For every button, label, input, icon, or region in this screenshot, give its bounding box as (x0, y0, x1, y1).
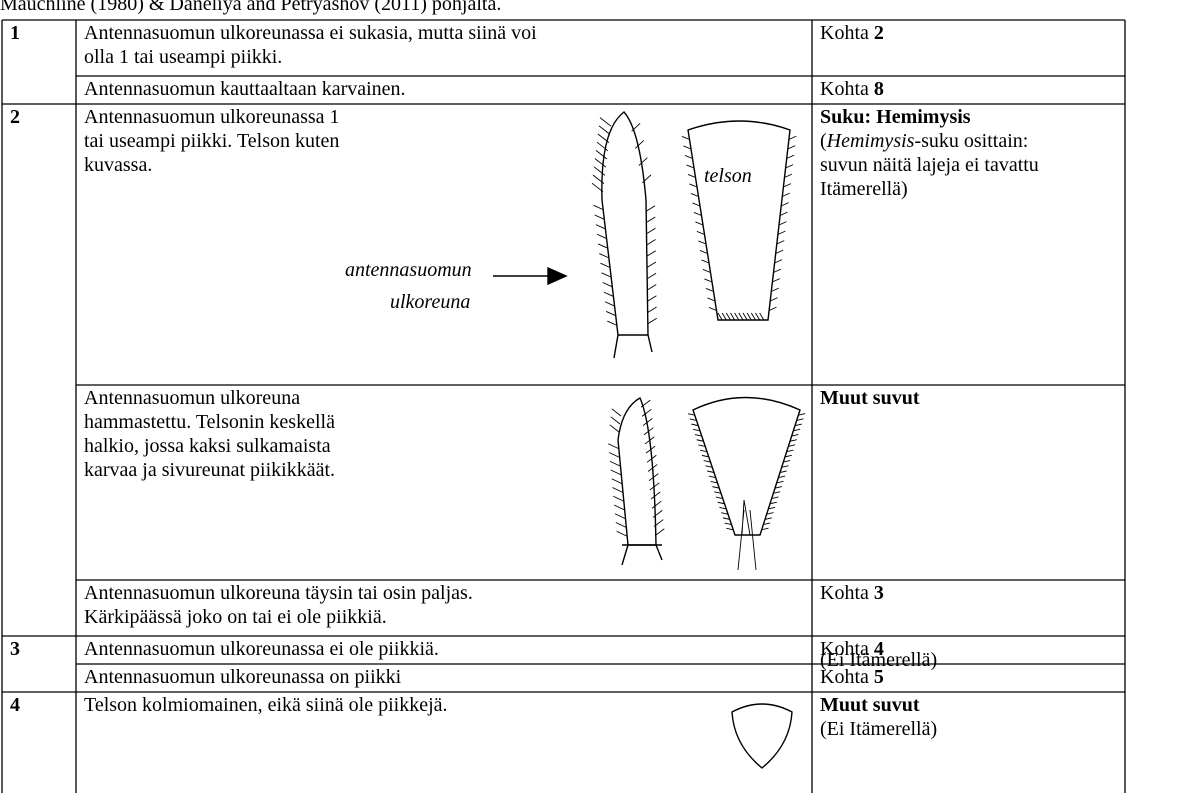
description-line: Antennasuomun ulkoreunassa on piikki (84, 666, 402, 688)
note-text: ( (820, 130, 827, 152)
antennal-scale-drawing (617, 397, 657, 546)
antennal-scale-drawing (613, 334, 653, 359)
telson-spines-drawing (687, 413, 806, 571)
antennal-scale-drawing (601, 111, 649, 336)
pointer-arrow-head (547, 266, 568, 286)
step-number: 2 (10, 106, 20, 128)
result: Kohta 2 (820, 21, 884, 45)
description-line: kuvassa. (84, 154, 153, 176)
telson-spines-drawing (681, 135, 797, 321)
description-line: Antennasuomun ulkoreunassa ei ole piikki… (84, 638, 439, 660)
description-line: olla 1 tai useampi piikki. (84, 46, 283, 68)
result-label: Kohta (820, 638, 869, 660)
result-note-line: (Ei Itämerellä) (820, 648, 937, 672)
step-number: 4 (10, 694, 20, 716)
telson-drawing (687, 120, 791, 321)
result-title: Muut suvut (820, 694, 920, 716)
setae-drawing (608, 399, 665, 537)
telson-drawing (731, 703, 793, 769)
description-line: Kärkipäässä joko on tai ei ole piikkiä. (84, 606, 387, 628)
result: Kohta 5 (820, 665, 884, 689)
description-line: hammastettu. Telsonin keskellä (84, 411, 335, 433)
description-line: tai useampi piikki. Telson kuten (84, 130, 340, 152)
result-note-line: suvun näitä lajeja ei tavattu (820, 153, 1039, 177)
result-note-line: (Ei Itämerellä) (820, 717, 937, 741)
note-text: Itämerellä) (820, 178, 908, 200)
result-ref: 3 (873, 582, 884, 604)
description-line: Antennasuomun kauttaaltaan karvainen. (84, 78, 406, 100)
result-ref: 5 (873, 666, 884, 688)
result: Kohta 3 (820, 581, 884, 605)
result-title: Muut suvut (820, 387, 920, 409)
note-text: Hemimysis (826, 130, 915, 152)
description-line: Antennasuomun ulkoreunassa 1 (84, 106, 340, 128)
note-text: -suku osittain: (914, 130, 1029, 152)
result-note-line: (Hemimysis-suku osittain: (820, 129, 1028, 153)
result-label: Kohta (820, 78, 869, 100)
description-line: halkio, jossa kaksi sulkamaista (84, 435, 331, 457)
result-label: Kohta (820, 22, 869, 44)
step-number: 3 (10, 638, 20, 660)
description-line: Telson kolmiomainen, eikä siinä ole piik… (84, 694, 448, 716)
result-label: Kohta (820, 666, 869, 688)
result-ref: 2 (873, 22, 884, 44)
result: Kohta 4 (820, 637, 884, 661)
description-line: karvaa ja sivureunat piikikkäät. (84, 459, 336, 481)
result-label: Kohta (820, 582, 869, 604)
result: Kohta 8 (820, 77, 884, 101)
result-ref: 4 (873, 638, 884, 660)
result-note-line: Itämerellä) (820, 177, 908, 201)
result-title: Suku: Hemimysis (820, 106, 971, 128)
figure-label: ulkoreuna (390, 291, 471, 313)
note-text: (Ei Itämerellä) (820, 649, 938, 671)
step-number: 1 (10, 22, 20, 44)
result-ref: 8 (873, 78, 884, 100)
figure-label: telson (704, 165, 752, 187)
note-text: (Ei Itämerellä) (820, 718, 938, 740)
note-text: suvun näitä lajeja ei tavattu (820, 154, 1039, 176)
antennal-scale-drawing (621, 544, 663, 566)
description-line: Antennasuomun ulkoreuna (84, 387, 301, 409)
setae-drawing (591, 117, 657, 326)
figure-label: antennasuomun (345, 259, 472, 281)
header-text: Mauchline (1980) & Daneliya and Petryash… (0, 0, 502, 15)
description-line: Antennasuomun ulkoreunassa ei sukasia, m… (84, 22, 537, 44)
description-line: Antennasuomun ulkoreuna täysin tai osin … (84, 582, 473, 604)
